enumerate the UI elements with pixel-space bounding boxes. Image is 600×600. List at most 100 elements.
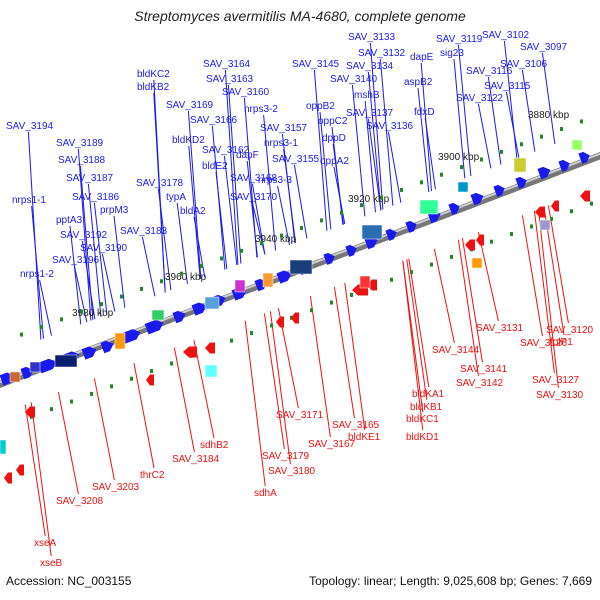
feature-block	[361, 224, 383, 240]
accession-label: Accession: NC_003155	[6, 574, 132, 588]
forward-leader-line	[211, 125, 226, 270]
reverse-gene-label: xseB	[40, 558, 63, 569]
strand-tick	[500, 149, 503, 154]
reverse-gene-label: SAV_3179	[262, 451, 310, 462]
reverse-gene-arrow	[205, 342, 215, 354]
forward-gene-arrow	[493, 184, 505, 197]
reverse-leader-line	[133, 363, 155, 469]
strand-tick	[390, 277, 393, 282]
forward-gene-arrow	[537, 166, 551, 180]
reverse-leader-line	[457, 239, 479, 377]
forward-leader-line	[101, 253, 116, 312]
strand-tick	[380, 195, 383, 200]
strand-tick	[90, 391, 93, 396]
forward-gene-label: SAV_3097	[520, 42, 568, 53]
forward-gene-label: SAV_3116	[466, 66, 513, 77]
forward-gene-label: SAV_3183	[120, 226, 168, 237]
forward-leader-line	[141, 236, 156, 297]
strand-tick	[250, 331, 253, 336]
scale-label: 3980 kbp	[72, 308, 114, 319]
feature-block	[513, 157, 527, 173]
forward-gene-label: dapE	[410, 52, 434, 63]
scale-label: 3960 kbp	[165, 272, 207, 283]
forward-gene-label: SAV_3166	[190, 115, 238, 126]
forward-gene-arrow	[470, 192, 484, 206]
forward-leader-line	[81, 240, 96, 320]
feature-block	[359, 275, 371, 289]
reverse-gene-label: SAV_3184	[172, 454, 220, 465]
forward-leader-line	[39, 279, 53, 336]
forward-leader-line	[69, 225, 82, 325]
forward-gene-label: SAV_3132	[358, 48, 406, 59]
strand-tick	[40, 324, 43, 329]
scale-label: 3880 kbp	[528, 110, 570, 121]
strand-tick	[590, 201, 593, 206]
forward-leader-line	[541, 52, 556, 145]
strand-tick	[430, 262, 433, 267]
feature-block	[9, 371, 21, 383]
forward-gene-label: SAV_3164	[203, 59, 251, 70]
forward-gene-arrow	[448, 202, 460, 215]
forward-gene-label: bldKD2	[172, 135, 205, 146]
reverse-gene-arrow	[535, 206, 545, 218]
strand-tick	[520, 142, 523, 147]
reverse-leader-line	[24, 404, 46, 537]
forward-gene-arrow	[144, 319, 164, 335]
strand-tick	[580, 119, 583, 124]
feature-block	[289, 259, 313, 275]
strand-tick	[180, 271, 183, 276]
forward-gene-label: SAV_3187	[66, 173, 114, 184]
reverse-leader-line	[533, 210, 555, 374]
reverse-gene-label: SAV_3180	[268, 466, 316, 477]
reverse-leader-line	[402, 260, 424, 431]
strand-tick	[360, 203, 363, 208]
forward-gene-arrow	[405, 220, 417, 233]
forward-gene-arrow	[515, 176, 527, 189]
forward-gene-label: nrps3-1	[264, 138, 298, 149]
forward-leader-line	[277, 185, 291, 246]
strand-tick	[320, 218, 323, 223]
forward-leader-line	[293, 164, 308, 239]
reverse-leader-line	[408, 258, 430, 388]
reverse-gene-arrow	[465, 239, 475, 251]
reverse-leader-line	[30, 402, 52, 557]
reverse-gene-label: SAV_3120	[546, 325, 594, 336]
strand-tick	[230, 338, 233, 343]
reverse-gene-label: SAV_3203	[92, 482, 140, 493]
reverse-leader-line	[93, 378, 115, 481]
reverse-gene-label: bldKB1	[410, 402, 443, 413]
forward-gene-label: SAV_3137	[346, 108, 394, 119]
map-title: Streptomyces avermitilis MA-4680, comple…	[134, 8, 466, 24]
reverse-leader-line	[537, 209, 559, 389]
strand-tick	[570, 209, 573, 214]
forward-gene-label: prpM3	[100, 205, 129, 216]
feature-block	[0, 439, 7, 455]
forward-gene-label: SAV_3163	[206, 74, 254, 85]
forward-gene-label: pptA3	[56, 215, 83, 226]
forward-leader-line	[31, 205, 45, 339]
forward-leader-line	[369, 42, 384, 210]
gene-features	[0, 139, 590, 484]
scale-label: 3900 kbp	[438, 152, 480, 163]
forward-gene-arrow	[323, 252, 335, 265]
feature-block	[262, 272, 274, 288]
forward-gene-label: bldA2	[180, 206, 206, 217]
reverse-gene-arrow	[183, 346, 197, 358]
forward-gene-arrow	[558, 159, 570, 172]
strand-tick	[450, 254, 453, 259]
feature-block	[471, 257, 483, 269]
topology-label: Topology: linear; Length: 9,025,608 bp; …	[309, 574, 592, 588]
forward-gene-label: SAV_3194	[6, 121, 54, 132]
forward-leader-line	[367, 71, 382, 211]
reverse-gene-label: folP1	[550, 337, 573, 348]
strand-tick	[200, 264, 203, 269]
forward-gene-label: SAV_3178	[136, 178, 184, 189]
reverse-leader-line	[309, 295, 331, 438]
forward-leader-line	[351, 84, 366, 217]
forward-leader-line	[224, 69, 239, 265]
forward-gene-label: SAV_3155	[272, 154, 320, 165]
forward-gene-label: SAV_3140	[330, 74, 378, 85]
forward-leader-line	[503, 40, 518, 159]
